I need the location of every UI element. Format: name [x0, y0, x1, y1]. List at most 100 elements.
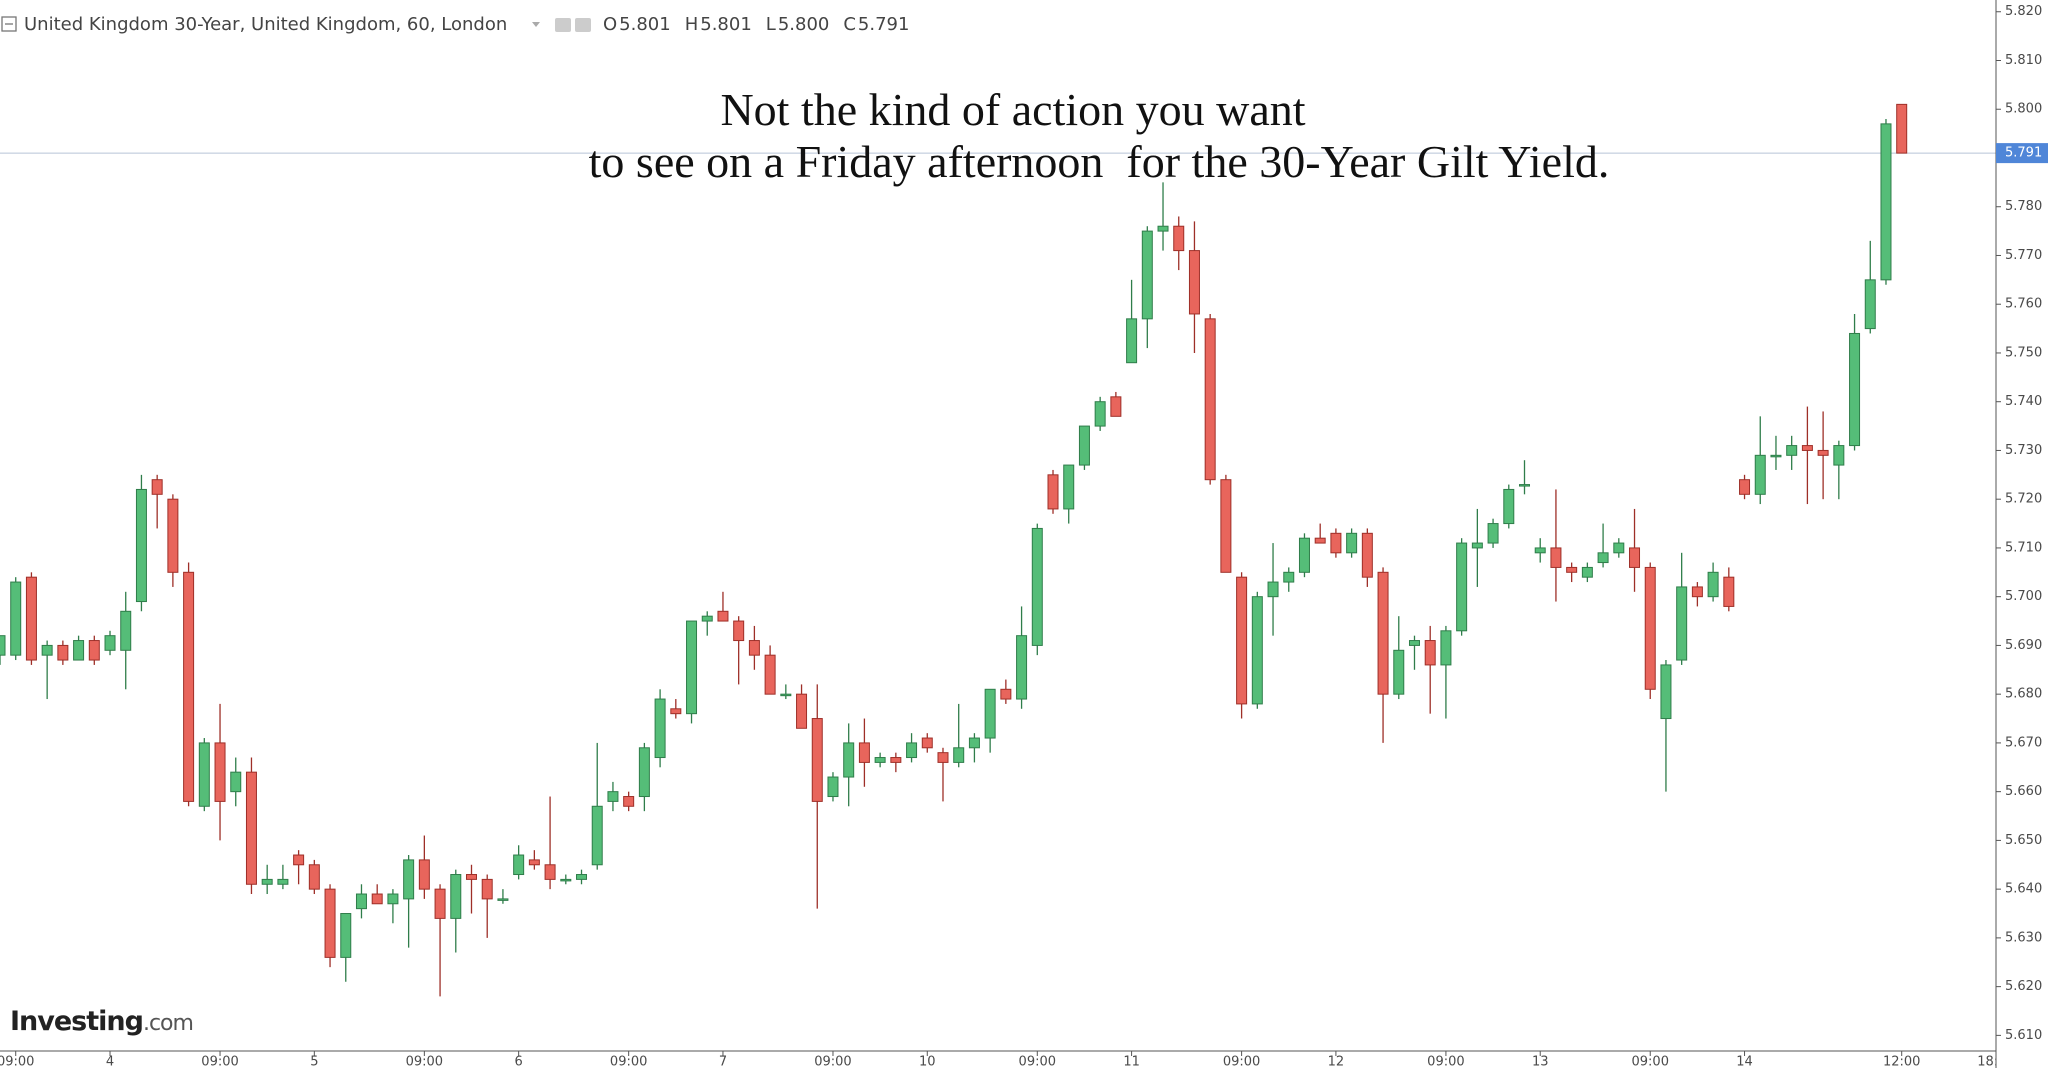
y-tick-label: 5.820 [2005, 4, 2042, 19]
candle-body [355, 893, 367, 910]
candle-body [41, 644, 53, 656]
x-tick-label: 09:00 [1632, 1055, 1669, 1068]
candle-body [1471, 542, 1483, 549]
ohlc-letter: H [685, 14, 699, 35]
candle-body [1078, 425, 1090, 466]
candle-body [1157, 225, 1169, 232]
x-tick-label: 09:00 [0, 1055, 34, 1068]
y-tick-label: 5.740 [2005, 394, 2042, 409]
candle-body [340, 913, 352, 958]
y-tick-label: 5.750 [2005, 345, 2042, 360]
y-tick-label: 5.670 [2005, 735, 2042, 750]
candle-body [1408, 640, 1420, 646]
candle-body [1346, 532, 1358, 554]
candle-body [1723, 576, 1735, 607]
candle-body [1031, 527, 1043, 646]
y-tick-label: 5.630 [2005, 930, 2042, 945]
y-tick-label: 5.610 [2005, 1028, 2042, 1043]
candle-body [1880, 123, 1892, 281]
logo: Investing.com [10, 1006, 193, 1037]
candle-body [1251, 596, 1263, 705]
candle-body [827, 776, 839, 798]
candle-body [1691, 586, 1703, 598]
candle-body [984, 688, 996, 739]
x-axis: 09:00 4 09:00 5 09:00 6 09:00 7 09:00 10 09:00 11 09… [0, 1051, 1996, 1068]
x-tick-label: 09:00 [1019, 1055, 1056, 1068]
candle-body [1188, 250, 1200, 315]
candle-body [1424, 640, 1436, 666]
last-price-label: 5.791 [2005, 146, 2042, 161]
candle-body [1801, 445, 1813, 451]
candle-body [1016, 635, 1028, 700]
candle-body [73, 640, 85, 661]
plot-area [0, 103, 1996, 997]
candle-body [1094, 401, 1106, 427]
candle-body [88, 640, 100, 661]
candle-body [245, 771, 257, 885]
candle-body [1833, 445, 1845, 466]
candle-body [874, 757, 886, 763]
candle-body [0, 635, 6, 656]
y-tick-label: 5.690 [2005, 638, 2042, 653]
candle-body [654, 698, 666, 759]
candle-body [937, 752, 949, 763]
ohlc-header: O 5.801 H 5.801 L 5.800 C 5.791 [603, 14, 909, 35]
logo-suffix: .com [143, 1011, 193, 1036]
candle-body [1047, 474, 1059, 510]
candle-body [968, 737, 980, 749]
candle-body [796, 693, 808, 729]
ohlc-letter: L [766, 14, 776, 35]
candle-body [1236, 576, 1248, 705]
candle-body [1581, 566, 1593, 578]
candle-body [1487, 523, 1499, 544]
candle-body [418, 859, 430, 890]
x-tick-label: 12:00 [1883, 1055, 1920, 1068]
x-tick-label: 09:00 [406, 1055, 443, 1068]
x-tick-label: 13 [1532, 1055, 1549, 1068]
candle-body [1361, 532, 1373, 578]
collapse-icon[interactable] [1, 16, 17, 32]
x-tick-label: 09:00 [610, 1055, 647, 1068]
candle-body [1817, 449, 1829, 456]
dropdown-arrow[interactable] [532, 22, 540, 27]
candle-body [183, 571, 195, 802]
candle-body [1676, 586, 1688, 661]
y-tick-label: 5.780 [2005, 199, 2042, 214]
candle-body [1864, 279, 1876, 330]
candle-body [1786, 445, 1798, 456]
candle-body [104, 635, 116, 651]
ohlc-value: 5.801 [619, 14, 671, 35]
candle-body [1754, 454, 1766, 495]
icon[interactable] [555, 18, 571, 32]
candle-body [308, 864, 320, 890]
ohlc-value: 5.800 [778, 14, 830, 35]
icon[interactable] [575, 18, 591, 32]
x-tick-label: 14 [1736, 1055, 1753, 1068]
candle-body [780, 693, 792, 697]
candle-body [450, 874, 462, 919]
y-tick-label: 5.730 [2005, 443, 2042, 458]
chart-title: United Kingdom 30-Year, United Kingdom, … [24, 14, 507, 35]
candle-body [293, 854, 305, 866]
candle-body [1393, 649, 1405, 695]
y-tick-label: 5.660 [2005, 784, 2042, 799]
candle-body [1063, 464, 1075, 510]
ohlc-value: 5.801 [700, 14, 752, 35]
candle-body [1519, 484, 1531, 487]
candle-body [670, 708, 682, 715]
candle-body [465, 874, 477, 880]
candle-body [701, 615, 713, 622]
candle-body [230, 771, 242, 793]
y-tick-label: 5.810 [2005, 53, 2042, 68]
y-tick-label: 5.720 [2005, 492, 2042, 507]
candle-body [544, 864, 556, 880]
ohlc-letter: C [843, 14, 856, 35]
candle-body [387, 893, 399, 905]
candle-body [717, 610, 729, 622]
x-tick-label: 09:00 [1223, 1055, 1260, 1068]
candle-body [497, 898, 509, 901]
x-tick-label: 6 [515, 1055, 523, 1068]
candle-body [1110, 396, 1122, 417]
annotation: to see on a Friday afternoon for the 30-… [589, 136, 1610, 187]
